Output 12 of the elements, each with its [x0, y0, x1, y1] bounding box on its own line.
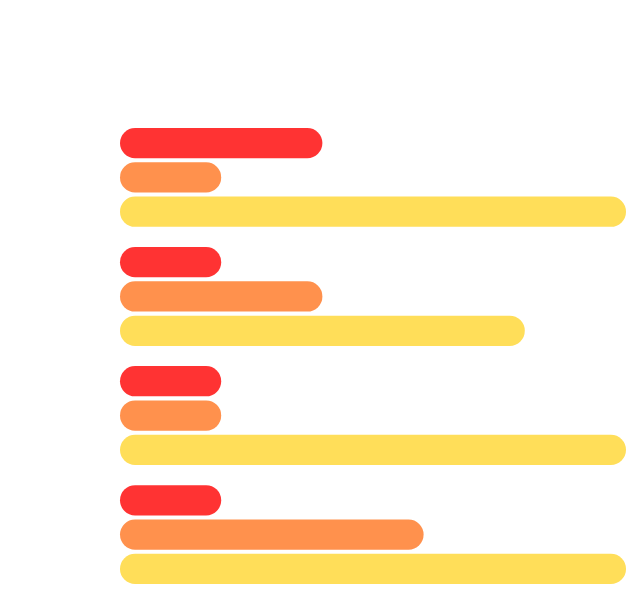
bar — [120, 366, 222, 397]
bar — [120, 553, 626, 584]
bar — [120, 162, 222, 193]
bar — [120, 281, 323, 312]
bar — [120, 485, 222, 516]
bar — [120, 247, 222, 278]
bar — [120, 315, 525, 346]
bar — [120, 519, 424, 550]
bar — [120, 128, 323, 159]
bar — [120, 196, 626, 227]
bar — [120, 400, 222, 431]
bar — [120, 434, 626, 465]
